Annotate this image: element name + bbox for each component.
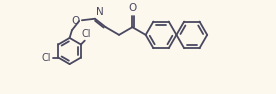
Text: Cl: Cl xyxy=(81,29,91,39)
Text: O: O xyxy=(71,16,79,26)
Text: Cl: Cl xyxy=(42,53,51,63)
Text: O: O xyxy=(128,3,137,13)
Text: N: N xyxy=(96,7,104,17)
